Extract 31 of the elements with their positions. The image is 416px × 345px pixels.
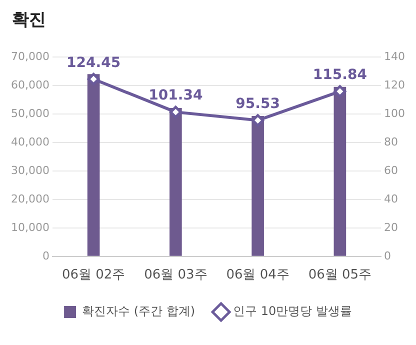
data-label: 101.34 [148,88,203,104]
y-tick-label: 70,000 [10,50,50,63]
y2-tick-label: 100 [384,106,406,120]
y-tick-label: 20,000 [10,192,50,206]
y-tick-label: 50,000 [10,106,50,120]
point [252,114,264,127]
y2-tick-label: 0 [384,249,392,262]
y-tick-label: 40,000 [10,135,50,148]
y2-tick-label: 40 [384,192,398,206]
y2-tick-label: 80 [384,135,398,148]
y2-tick-label: 20 [384,220,398,234]
y2-tick-label: 120 [384,78,406,92]
y-tick-label: 30,000 [10,164,50,177]
point [87,72,100,86]
y2-tick-label: 60 [384,164,398,177]
y-tick-label: 60,000 [10,78,50,92]
data-label: 124.45 [66,54,121,71]
x-tick-label: 06월 04주 [226,268,290,283]
x-tick-label: 06월 05주 [308,268,372,283]
chart-title: 확진 [12,9,47,31]
y-tick-label: 10,000 [10,220,50,234]
x-tick-label: 06월 02주 [62,268,126,283]
data-label: 95.53 [236,96,280,112]
x-tick-label: 06월 03주 [144,268,208,283]
legend-label: 인구 10만명당 발생률 [233,304,352,318]
point [334,85,346,98]
data-label: 115.84 [312,67,368,84]
point [169,106,182,118]
legend-label: 확진자수 (주간 합계) [82,304,196,318]
y2-tick-label: 140 [384,50,406,63]
y-tick-label: 0 [42,249,50,262]
